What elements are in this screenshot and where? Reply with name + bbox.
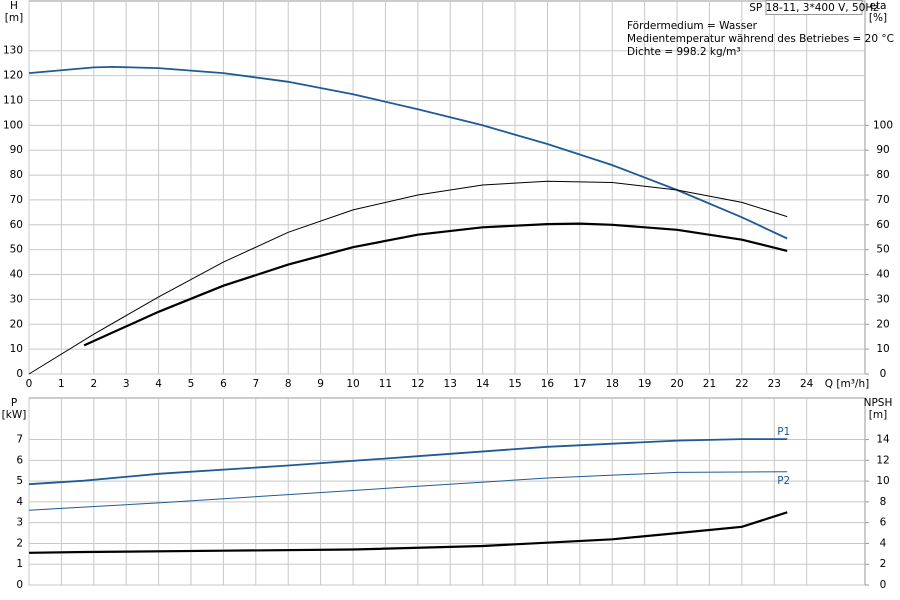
y-tick-label: 1: [16, 558, 23, 570]
y-tick-label: 50: [10, 244, 23, 256]
y2-tick-label: 10: [876, 475, 889, 487]
x-tick-label: 5: [188, 378, 195, 390]
curve: [28, 65, 788, 240]
y-tick-label: 70: [10, 194, 23, 206]
x-tick-label: 12: [411, 378, 424, 390]
y-tick-label: 130: [3, 45, 23, 57]
annotation: Dichte = 998.2 kg/m³: [627, 46, 741, 58]
y2-tick-label: 100: [873, 119, 893, 131]
y-tick-label: 110: [3, 94, 23, 106]
plot-area: [28, 0, 866, 375]
plot-area: [28, 397, 866, 586]
y-tick-label: 30: [10, 293, 23, 305]
x-tick-label: 21: [703, 378, 716, 390]
annotation: Fördermedium = Wasser: [627, 20, 758, 32]
x-tick-label: 14: [476, 378, 490, 390]
y2-tick-label: 14: [876, 434, 890, 446]
y-tick-label: 90: [10, 144, 23, 156]
series-label: P1: [777, 426, 790, 438]
y2-tick-label: 60: [876, 219, 889, 231]
x-tick-label: 15: [508, 378, 521, 390]
y2-axis-label: [m]: [869, 409, 887, 421]
x-tick-label: 8: [285, 378, 292, 390]
y2-tick-label: 20: [876, 318, 889, 330]
x-tick-label: 9: [317, 378, 324, 390]
y2-tick-label: 10: [876, 343, 889, 355]
y2-tick-label: 90: [876, 144, 889, 156]
y2-tick-label: 30: [876, 293, 889, 305]
y-tick-label: 3: [16, 517, 23, 529]
series-label: P2: [777, 475, 790, 487]
y-tick-label: 20: [10, 318, 23, 330]
x-tick-label: 23: [768, 378, 781, 390]
curve: [83, 222, 788, 347]
y2-tick-label: 40: [876, 269, 889, 281]
y-tick-label: 6: [16, 454, 23, 466]
x-tick-label: 4: [155, 378, 162, 390]
y2-tick-label: 4: [880, 537, 887, 549]
y-tick-label: 7: [16, 434, 23, 446]
x-tick-label: 20: [670, 378, 683, 390]
x-tick-label: 16: [541, 378, 555, 390]
x-tick-label: 19: [638, 378, 651, 390]
y2-tick-label: 12: [876, 454, 889, 466]
y2-tick-label: 0: [880, 368, 887, 380]
x-tick-label: 24: [800, 378, 814, 390]
x-tick-label: 3: [123, 378, 130, 390]
x-tick-label: 1: [58, 378, 65, 390]
y-tick-label: 0: [16, 579, 23, 591]
x-tick-label: 10: [346, 378, 359, 390]
y-axis-label: [m]: [5, 12, 23, 24]
y-tick-label: 60: [10, 219, 23, 231]
y2-tick-label: 8: [880, 496, 887, 508]
annotation: Medientemperatur während des Betriebes =…: [627, 33, 894, 45]
curve: [28, 471, 788, 511]
x-tick-label: 17: [573, 378, 586, 390]
x-tick-label: 13: [444, 378, 457, 390]
x-tick-label: 18: [606, 378, 619, 390]
y2-axis-label: [%]: [869, 12, 887, 24]
x-tick-label: 11: [379, 378, 392, 390]
y-tick-label: 2: [16, 537, 23, 549]
y-axis-label: P: [11, 397, 17, 409]
x-tick-label: 2: [90, 378, 97, 390]
curve: [28, 511, 788, 554]
x-tick-label: 6: [220, 378, 227, 390]
y-tick-label: 5: [16, 475, 23, 487]
y-tick-label: 0: [16, 368, 23, 380]
y2-tick-label: 70: [876, 194, 889, 206]
curve: [28, 438, 788, 486]
y-tick-label: 10: [10, 343, 23, 355]
title-box: [765, 0, 863, 15]
x-tick-label: 0: [26, 378, 33, 390]
y2-axis-label: eta: [869, 0, 886, 12]
x-tick-label: 22: [735, 378, 748, 390]
chart-title: SP 18-11, 3*400 V, 50Hz: [749, 2, 879, 14]
y2-tick-label: 50: [876, 244, 889, 256]
y2-tick-label: 2: [880, 558, 887, 570]
y2-axis-label: NPSH: [864, 397, 893, 409]
y-tick-label: 40: [10, 269, 23, 281]
x-axis-label: Q [m³/h]: [825, 378, 869, 390]
y2-tick-label: 80: [876, 169, 889, 181]
y-axis-label: H: [10, 0, 18, 12]
y-tick-label: 100: [3, 119, 23, 131]
y2-tick-label: 6: [880, 517, 887, 529]
y-axis-label: [kW]: [2, 409, 27, 421]
y-tick-label: 4: [16, 496, 23, 508]
y-tick-label: 120: [3, 70, 23, 82]
y2-tick-label: 0: [880, 579, 887, 591]
curve: [28, 180, 788, 375]
y-tick-label: 80: [10, 169, 23, 181]
x-tick-label: 7: [252, 378, 259, 390]
